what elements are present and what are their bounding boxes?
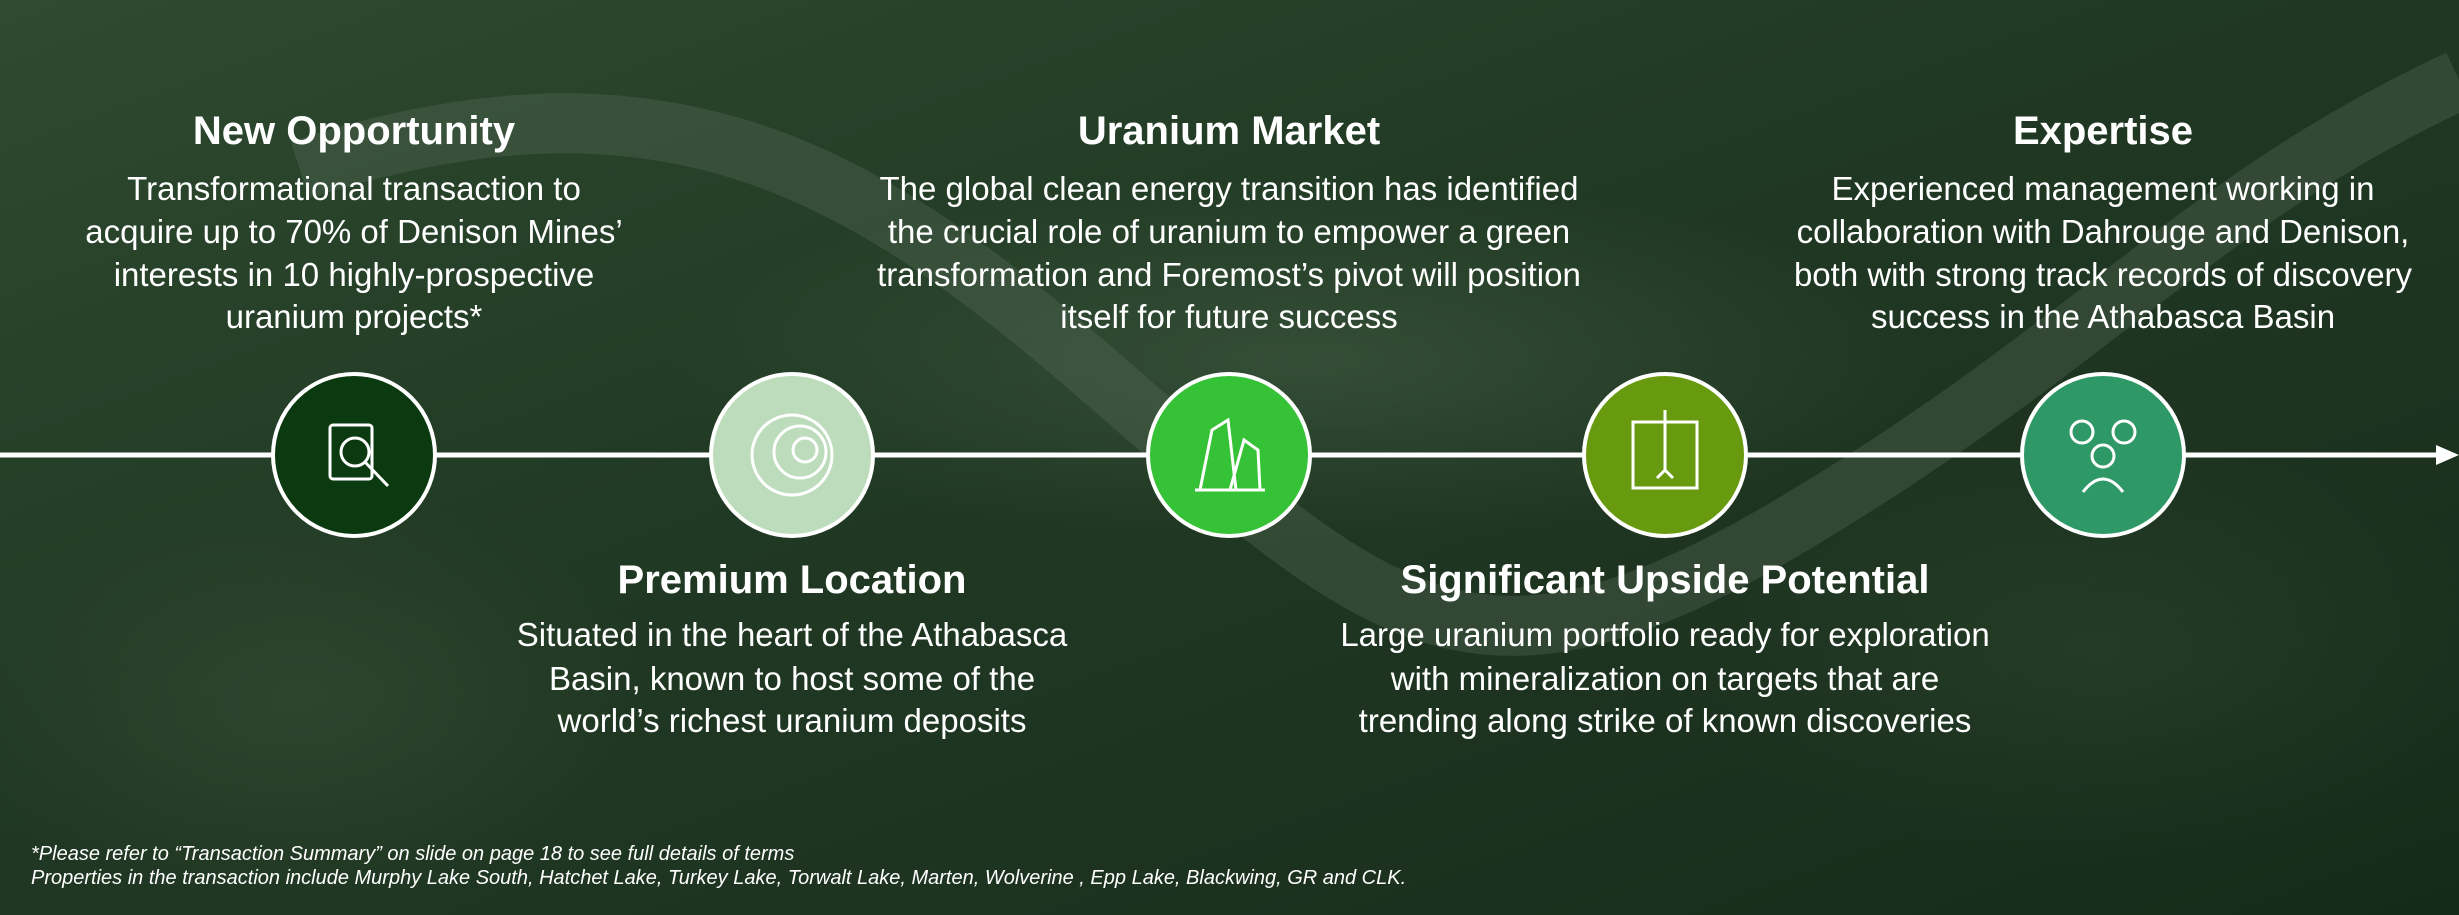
item-text: Situated in the heart of the Athabasca bbox=[517, 616, 1068, 653]
milestone-circle bbox=[711, 374, 873, 536]
footnote: *Please refer to “Transaction Summary” o… bbox=[31, 843, 794, 865]
milestone-circle bbox=[273, 374, 435, 536]
item-text: collaboration with Dahrouge and Denison, bbox=[1797, 213, 2410, 250]
road bbox=[300, 80, 2459, 626]
item-text: success in the Athabasca Basin bbox=[1871, 298, 2335, 335]
item-text: interests in 10 highly-prospective bbox=[114, 256, 595, 293]
timeline-arrow bbox=[2436, 445, 2459, 465]
item-title: Significant Upside Potential bbox=[1401, 558, 1930, 602]
milestone-circle bbox=[2022, 374, 2184, 536]
item-text: Experienced management working in bbox=[1832, 170, 2375, 207]
timeline: New Opportunity Transformational transact… bbox=[0, 0, 2459, 915]
item-text: Large uranium portfolio ready for explor… bbox=[1340, 616, 1989, 653]
item-text: The global clean energy transition has i… bbox=[880, 170, 1579, 207]
item-text: itself for future success bbox=[1060, 298, 1397, 335]
footnote: Properties in the transaction include Mu… bbox=[31, 867, 1406, 889]
item-title: Premium Location bbox=[618, 558, 967, 602]
item-text: both with strong track records of discov… bbox=[1794, 256, 2413, 293]
item-text: acquire up to 70% of Denison Mines’ bbox=[85, 213, 622, 250]
item-title: Uranium Market bbox=[1078, 109, 1380, 153]
item-text: Basin, known to host some of the bbox=[549, 660, 1035, 697]
item-title: Expertise bbox=[2013, 109, 2193, 153]
item-text: transformation and Foremost’s pivot will… bbox=[877, 256, 1581, 293]
item-text: the crucial role of uranium to empower a… bbox=[888, 213, 1570, 250]
item-text: trending along strike of known discoveri… bbox=[1359, 702, 1972, 739]
milestone-circle bbox=[1148, 374, 1310, 536]
item-text: Transformational transaction to bbox=[127, 170, 581, 207]
item-text: uranium projects* bbox=[226, 298, 483, 335]
item-title: New Opportunity bbox=[193, 109, 516, 153]
item-text: world’s richest uranium deposits bbox=[557, 702, 1027, 739]
item-text: with mineralization on targets that are bbox=[1390, 660, 1939, 697]
slide: New Opportunity Transformational transact… bbox=[0, 0, 2459, 915]
